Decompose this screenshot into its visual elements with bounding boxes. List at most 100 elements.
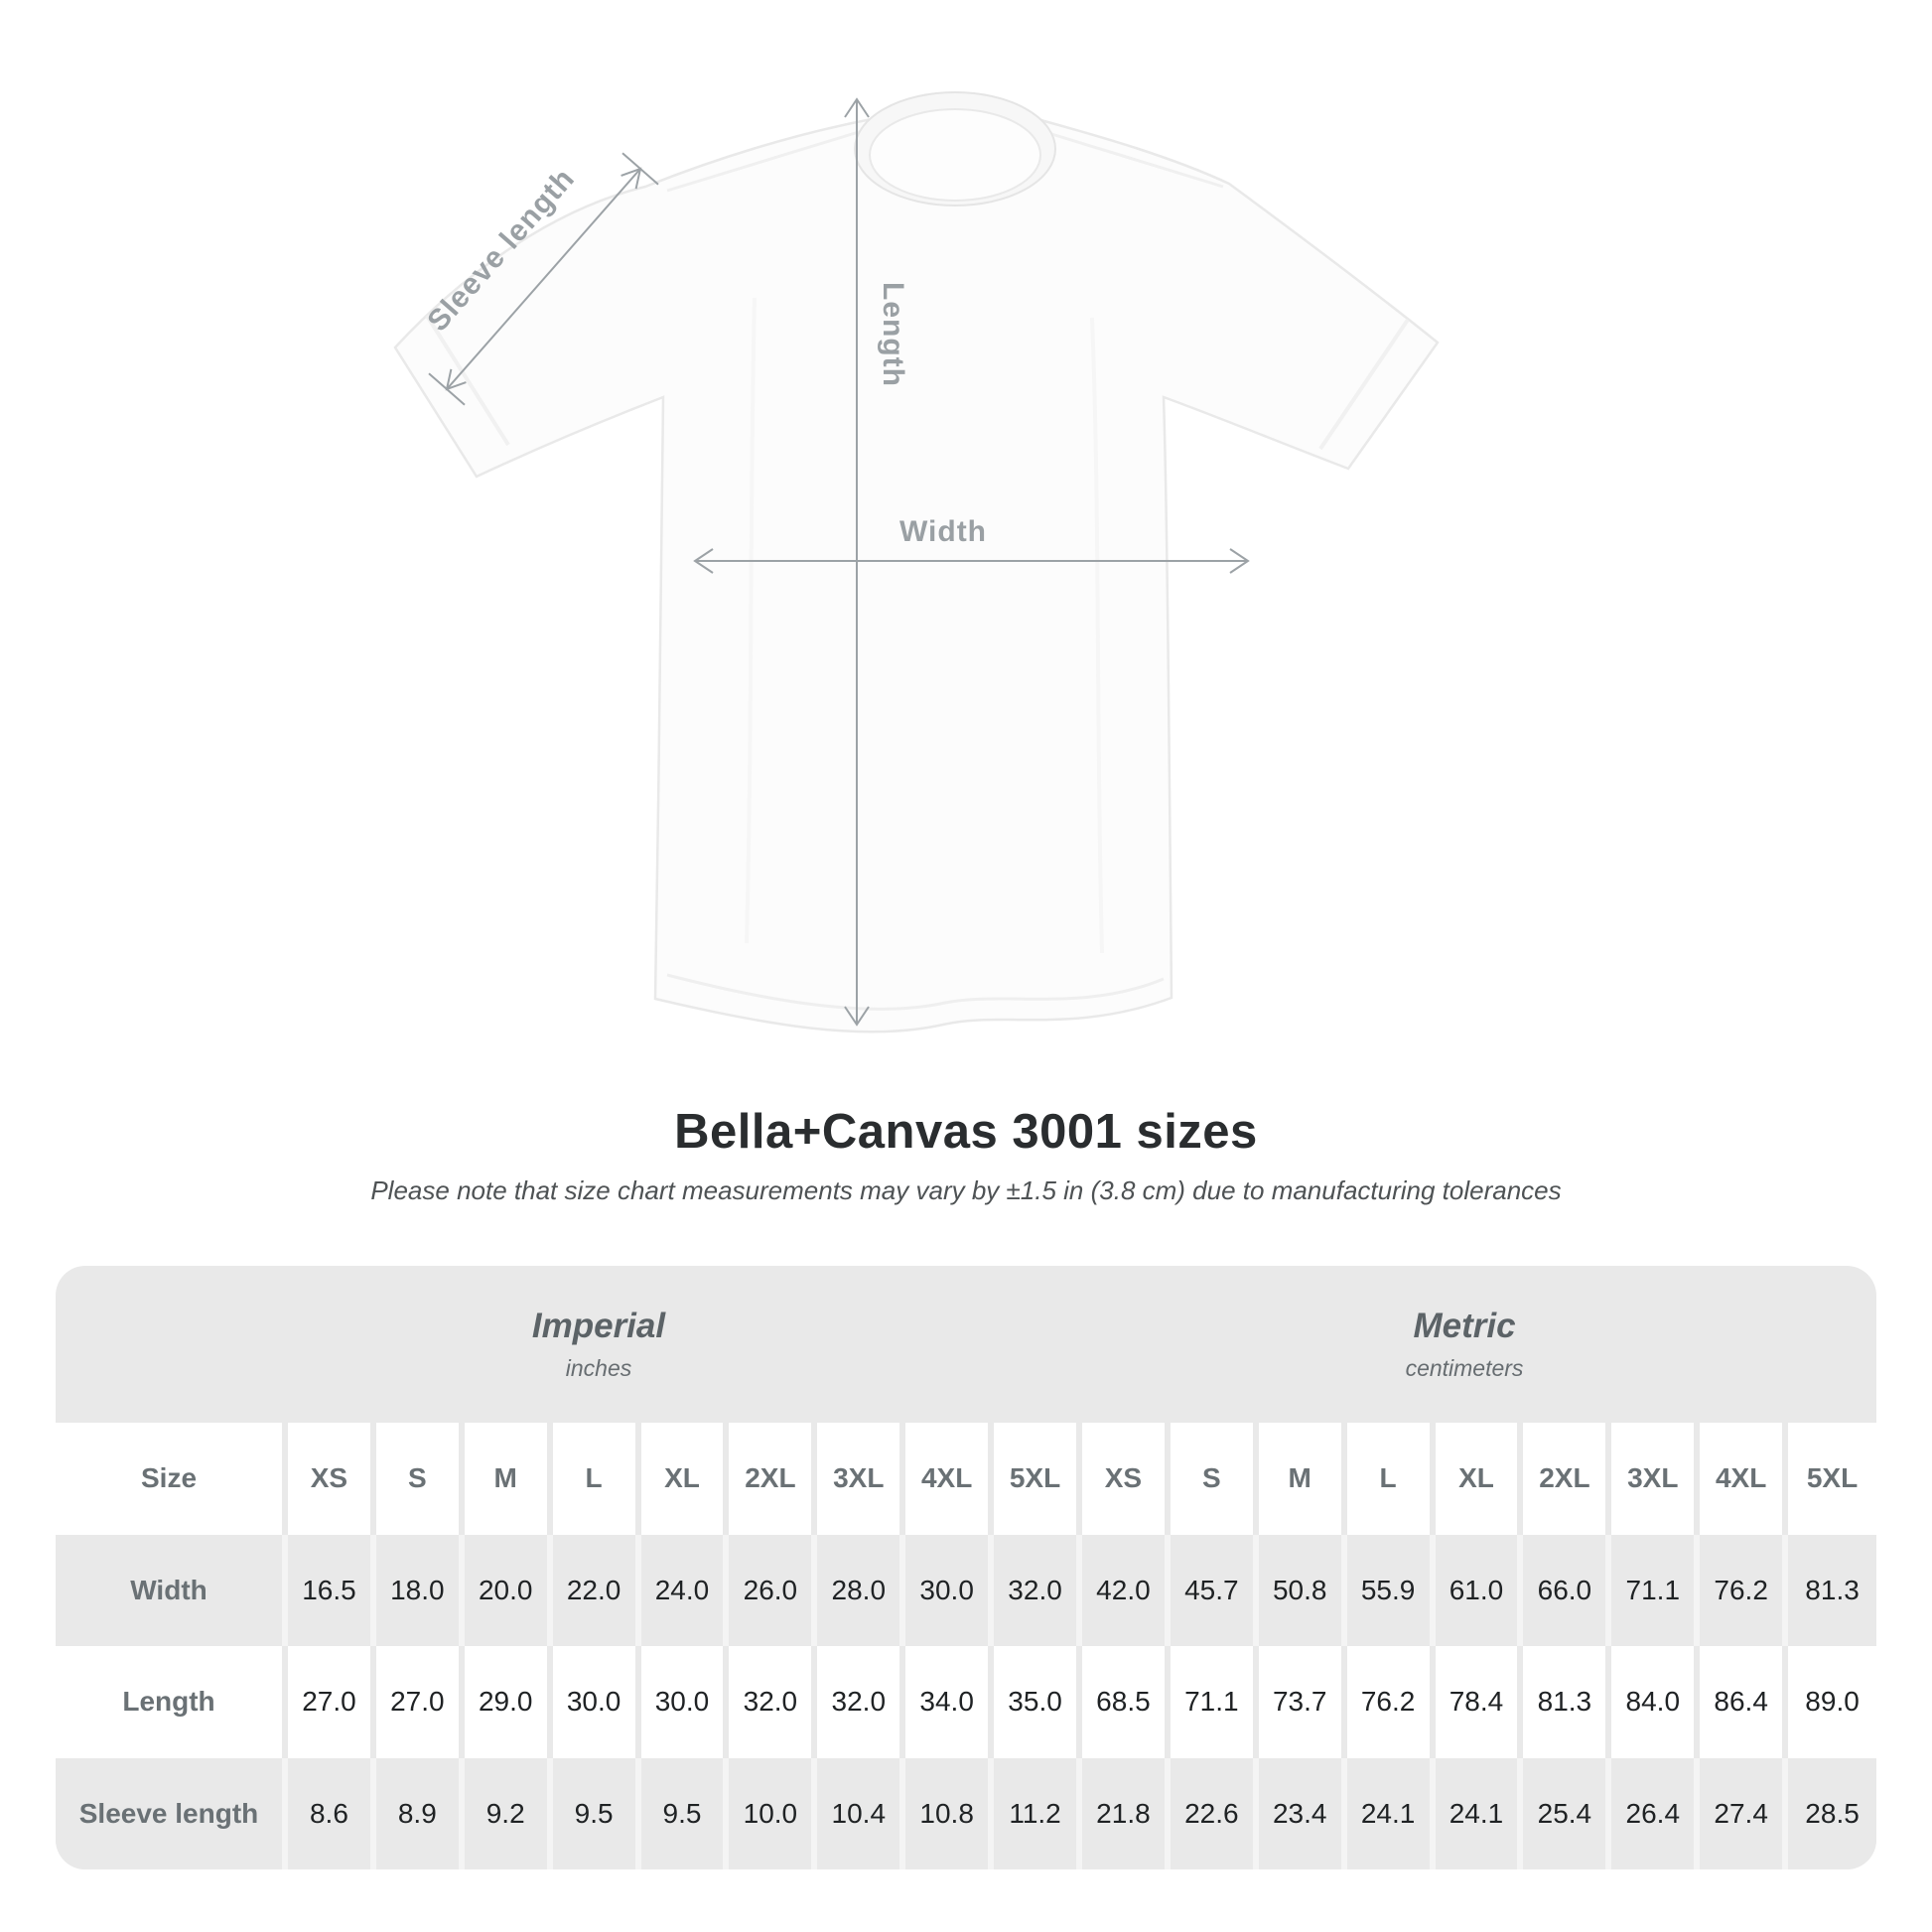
row-label-length: Length	[56, 1646, 288, 1758]
hem-stitch	[666, 973, 1165, 1011]
wrinkle	[1090, 317, 1104, 954]
size-header-cell: L	[1346, 1423, 1436, 1535]
value-cell: 29.0	[464, 1646, 553, 1758]
metric-label: Metric	[1413, 1307, 1516, 1345]
size-header-label: Size	[56, 1423, 288, 1535]
value-cell: 18.0	[375, 1534, 465, 1646]
size-header-cell: XS	[288, 1423, 376, 1535]
value-cell: 32.0	[994, 1534, 1082, 1646]
shoulder-seam-right	[1047, 131, 1224, 189]
value-cell: 27.0	[375, 1646, 465, 1758]
size-header-cell: 2XL	[1523, 1423, 1612, 1535]
value-cell: 10.4	[817, 1757, 906, 1869]
size-table: Imperial inches Metric centimeters Size …	[56, 1266, 1876, 1869]
size-header-cell: S	[1170, 1423, 1259, 1535]
value-cell: 50.8	[1258, 1534, 1347, 1646]
value-cell: 71.1	[1170, 1646, 1259, 1758]
value-cell: 24.1	[1435, 1757, 1524, 1869]
value-cell: 26.4	[1611, 1757, 1701, 1869]
sleeve-length-arrow	[428, 152, 659, 406]
unit-header-row: Imperial inches Metric centimeters	[56, 1266, 1876, 1423]
value-cell: 8.6	[288, 1757, 376, 1869]
value-cell: 84.0	[1611, 1646, 1701, 1758]
sleeve-length-row: Sleeve length 8.6 8.9 9.2 9.5 9.5 10.0 10.4 10.…	[56, 1757, 1876, 1869]
value-cell: 16.5	[288, 1534, 376, 1646]
tshirt-measurement-diagram: Sleeve length Length Width	[393, 91, 1440, 1034]
imperial-label: Imperial	[531, 1307, 666, 1345]
size-header-row: Size XS S M L XL 2XL 3XL 4XL 5XL XS S M L XL 2XL 3XL 4XL…	[56, 1423, 1876, 1535]
value-cell: 45.7	[1170, 1534, 1259, 1646]
row-label-width: Width	[56, 1534, 288, 1646]
value-cell: 25.4	[1523, 1757, 1612, 1869]
cuff-fold-right	[1318, 318, 1410, 451]
value-cell: 61.0	[1435, 1534, 1524, 1646]
value-cell: 30.0	[905, 1534, 995, 1646]
length-label: Length	[877, 282, 909, 387]
value-cell: 42.0	[1081, 1534, 1171, 1646]
value-cell: 71.1	[1611, 1534, 1701, 1646]
wrinkle	[745, 297, 757, 944]
value-cell: 11.2	[994, 1757, 1082, 1869]
width-label: Width	[899, 515, 987, 548]
value-cell: 22.6	[1170, 1757, 1259, 1869]
tshirt-outline	[393, 104, 1440, 1034]
length-row: Length 27.0 27.0 29.0 30.0 30.0 32.0 32.0 34.0 3…	[56, 1646, 1876, 1758]
metric-sublabel: centimeters	[1405, 1355, 1524, 1381]
value-cell: 28.5	[1788, 1757, 1876, 1869]
value-cell: 26.0	[729, 1534, 818, 1646]
value-cell: 34.0	[905, 1646, 995, 1758]
value-cell: 68.5	[1081, 1646, 1171, 1758]
value-cell: 21.8	[1081, 1757, 1171, 1869]
size-header-cell: L	[552, 1423, 641, 1535]
value-cell: 20.0	[464, 1534, 553, 1646]
size-header-cell: XL	[640, 1423, 730, 1535]
value-cell: 30.0	[640, 1646, 730, 1758]
value-cell: 76.2	[1700, 1534, 1789, 1646]
value-cell: 66.0	[1523, 1534, 1612, 1646]
collar-inner	[869, 108, 1041, 202]
size-header-cell: 2XL	[729, 1423, 818, 1535]
value-cell: 10.8	[905, 1757, 995, 1869]
chart-title: Bella+Canvas 3001 sizes	[674, 1105, 1258, 1159]
value-cell: 78.4	[1435, 1646, 1524, 1758]
size-header-cell: M	[464, 1423, 553, 1535]
value-cell: 8.9	[375, 1757, 465, 1869]
value-cell: 9.5	[640, 1757, 730, 1869]
cuff-fold-left	[425, 314, 510, 447]
value-cell: 23.4	[1258, 1757, 1347, 1869]
value-cell: 35.0	[994, 1646, 1082, 1758]
value-cell: 9.2	[464, 1757, 553, 1869]
imperial-sublabel: inches	[565, 1355, 632, 1381]
size-header-cell: 3XL	[1611, 1423, 1701, 1535]
width-arrow	[693, 548, 1250, 574]
size-header-cell: 4XL	[905, 1423, 995, 1535]
value-cell: 30.0	[552, 1646, 641, 1758]
value-cell: 28.0	[817, 1534, 906, 1646]
value-cell: 24.0	[640, 1534, 730, 1646]
value-cell: 27.0	[288, 1646, 376, 1758]
value-cell: 81.3	[1523, 1646, 1612, 1758]
imperial-unit-header: Imperial inches	[56, 1266, 1082, 1423]
value-cell: 22.0	[552, 1534, 641, 1646]
size-header-cell: M	[1258, 1423, 1347, 1535]
value-cell: 81.3	[1788, 1534, 1876, 1646]
size-header-cell: S	[375, 1423, 465, 1535]
value-cell: 73.7	[1258, 1646, 1347, 1758]
width-row: Width 16.5 18.0 20.0 22.0 24.0 26.0 28.0 30.0 32…	[56, 1534, 1876, 1646]
value-cell: 76.2	[1346, 1646, 1436, 1758]
size-header-cell: 4XL	[1700, 1423, 1789, 1535]
value-cell: 10.0	[729, 1757, 818, 1869]
value-cell: 55.9	[1346, 1534, 1436, 1646]
value-cell: 27.4	[1700, 1757, 1789, 1869]
value-cell: 32.0	[729, 1646, 818, 1758]
row-label-sleeve-length: Sleeve length	[56, 1757, 288, 1869]
value-cell: 24.1	[1346, 1757, 1436, 1869]
shoulder-seam-left	[666, 129, 863, 193]
size-header-cell: XS	[1081, 1423, 1171, 1535]
tolerance-note: Please note that size chart measurements…	[370, 1175, 1562, 1205]
size-header-cell: 5XL	[994, 1423, 1082, 1535]
size-header-cell: 3XL	[817, 1423, 906, 1535]
size-header-cell: XL	[1435, 1423, 1524, 1535]
size-header-cell: 5XL	[1788, 1423, 1876, 1535]
